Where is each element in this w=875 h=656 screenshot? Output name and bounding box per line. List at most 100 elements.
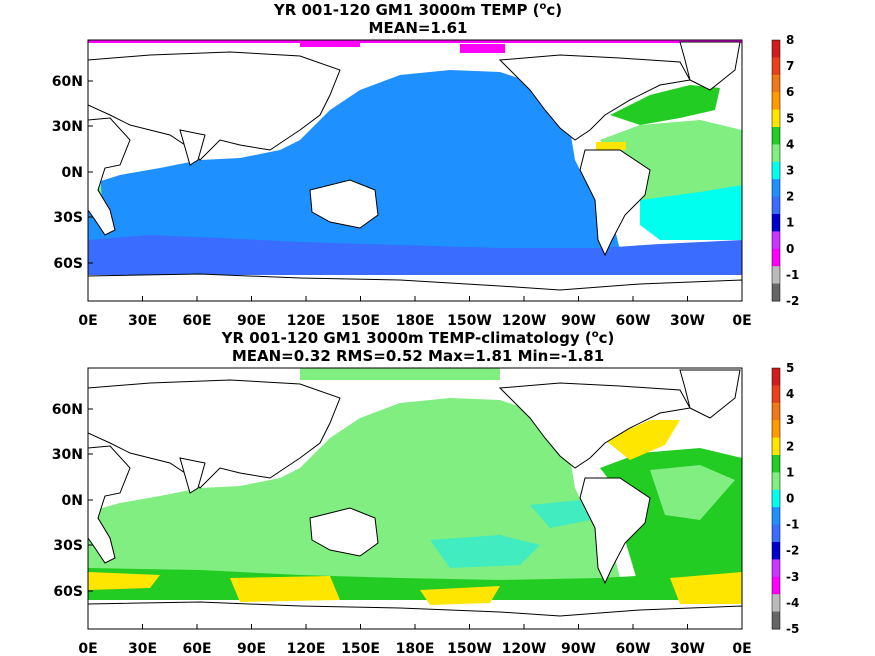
panel-2-title: YR 001-120 GM1 3000m TEMP-climatology (o… bbox=[221, 329, 615, 347]
pacific-ocean-field bbox=[88, 70, 620, 262]
panel-2: YR 001-120 GM1 3000m TEMP-climatology (o… bbox=[52, 329, 800, 656]
panel-2-colorbar: 5 4 3 2 1 0 -1 -2 -3 -4 -5 bbox=[771, 361, 799, 636]
x-tick-label: 150W bbox=[447, 641, 492, 656]
y-tick-label: 60N bbox=[52, 74, 83, 90]
colorbar-swatch bbox=[772, 40, 780, 58]
continents-2 bbox=[88, 369, 741, 585]
x-tick-label: 90E bbox=[237, 313, 266, 329]
colorbar-swatch bbox=[772, 420, 780, 439]
colorbar-label: 0 bbox=[786, 242, 794, 256]
x-tick-label: 30W bbox=[670, 313, 705, 329]
continents bbox=[88, 41, 741, 257]
colorbar-swatch bbox=[772, 109, 780, 128]
panel-2-stats: MEAN=0.32 RMS=0.52 Max=1.81 Min=-1.81 bbox=[232, 347, 604, 365]
y-tick-label: 60S bbox=[53, 256, 83, 272]
southern-ocean-field bbox=[88, 235, 742, 275]
x-tick-label: 0E bbox=[732, 641, 751, 656]
australia bbox=[309, 179, 379, 229]
atlantic-light-field bbox=[650, 465, 735, 520]
north-america-2 bbox=[498, 382, 691, 469]
colorbar-swatch bbox=[772, 402, 780, 421]
panel-1: YR 001-120 GM1 3000m TEMP (oc) MEAN=1.61 bbox=[52, 1, 800, 329]
southern-yellow-field-2 bbox=[230, 576, 340, 602]
colorbar-label: -2 bbox=[786, 544, 799, 558]
panel-2-x-ticks: 0E 30E 60E 90E 120E 150E 180E 150W 120W 90W 60W 30W… bbox=[78, 624, 752, 656]
colorbar-swatch bbox=[772, 455, 780, 473]
x-tick-label: 120W bbox=[502, 641, 547, 656]
colorbar-swatch bbox=[772, 214, 780, 232]
panel-1-map bbox=[87, 39, 743, 302]
x-tick-label: 60W bbox=[616, 641, 651, 656]
y-tick-label: 60N bbox=[52, 402, 83, 418]
x-tick-label: 90W bbox=[561, 641, 596, 656]
eurasia bbox=[88, 51, 341, 161]
x-tick-label: 150E bbox=[341, 313, 380, 329]
colorbar-label: 4 bbox=[786, 137, 794, 151]
colorbar-label: 3 bbox=[786, 413, 794, 427]
arctic-field-1 bbox=[88, 40, 742, 43]
colorbar-swatch bbox=[772, 57, 780, 76]
panel-1-stats: MEAN=1.61 bbox=[369, 19, 468, 37]
panel-1-x-ticks: 0E 30E 60E 90E 120E 150E 180E 150W 120W 90W 60W 30W… bbox=[78, 296, 752, 329]
colorbar-label: 5 bbox=[786, 361, 794, 375]
x-tick-label: 30E bbox=[128, 313, 157, 329]
colorbar-swatch bbox=[772, 542, 780, 560]
atlantic-yellow-field bbox=[605, 420, 680, 460]
india-2 bbox=[179, 457, 206, 494]
australia-2 bbox=[309, 507, 379, 557]
x-tick-label: 120E bbox=[287, 313, 326, 329]
panel-2-map bbox=[87, 367, 743, 630]
greenland-2 bbox=[679, 369, 741, 419]
x-tick-label: 120W bbox=[502, 313, 547, 329]
colorbar-label: -4 bbox=[786, 596, 799, 610]
colorbar-swatch bbox=[772, 489, 780, 508]
colorbar-label: -2 bbox=[786, 294, 799, 308]
x-tick-label: 180E bbox=[396, 641, 435, 656]
southern-yellow-field-4 bbox=[670, 572, 742, 604]
colorbar-label: 8 bbox=[786, 33, 794, 47]
colorbar-swatch bbox=[772, 385, 780, 404]
colorbar-swatch bbox=[772, 524, 780, 543]
atlantic-north-field bbox=[610, 85, 720, 125]
panel-2-y-ticks: 60N 30N 0N 30S 60S bbox=[52, 402, 93, 600]
colorbar-label: 2 bbox=[786, 190, 794, 204]
x-tick-label: 60E bbox=[182, 313, 211, 329]
x-tick-label: 90W bbox=[561, 313, 596, 329]
pacific-cyan-field bbox=[430, 535, 540, 568]
colorbar-label: -5 bbox=[786, 622, 799, 636]
y-tick-label: 30N bbox=[52, 447, 83, 463]
arctic-field-2 bbox=[300, 40, 360, 47]
panel-1-title: YR 001-120 GM1 3000m TEMP (oc) bbox=[273, 1, 562, 19]
india bbox=[179, 129, 206, 166]
colorbar-swatch bbox=[772, 179, 780, 198]
southern-yellow-field-1 bbox=[88, 572, 160, 590]
colorbar-swatch bbox=[772, 144, 780, 163]
colorbar-label: 2 bbox=[786, 439, 794, 453]
africa-2 bbox=[88, 445, 131, 564]
y-tick-label: 30S bbox=[53, 210, 83, 226]
colorbar-label: 3 bbox=[786, 164, 794, 178]
greenland bbox=[679, 41, 741, 91]
x-tick-label: 0E bbox=[78, 641, 97, 656]
colorbar-label: -1 bbox=[786, 518, 799, 532]
colorbar-swatch bbox=[772, 576, 780, 595]
colorbar-swatch bbox=[772, 231, 780, 250]
colorbar-label: 1 bbox=[786, 216, 794, 230]
colorbar-label: 5 bbox=[786, 111, 794, 125]
colorbar-swatch bbox=[772, 196, 780, 215]
colorbar-swatch bbox=[772, 507, 780, 526]
southern-yellow-field-3 bbox=[420, 586, 500, 605]
south-america-2 bbox=[579, 477, 651, 585]
colorbar-swatch bbox=[772, 92, 780, 111]
x-tick-label: 150W bbox=[447, 313, 492, 329]
x-tick-label: 30E bbox=[128, 641, 157, 656]
colorbar-swatch bbox=[772, 368, 780, 386]
caribbean-field bbox=[596, 142, 626, 150]
colorbar-swatch bbox=[772, 611, 780, 630]
pacific-cyan-field-2 bbox=[530, 500, 590, 528]
arctic-anomaly-field bbox=[300, 368, 500, 380]
colorbar-swatch bbox=[772, 161, 780, 180]
colorbar-label: 1 bbox=[786, 465, 794, 479]
colorbar-swatch bbox=[772, 248, 780, 267]
